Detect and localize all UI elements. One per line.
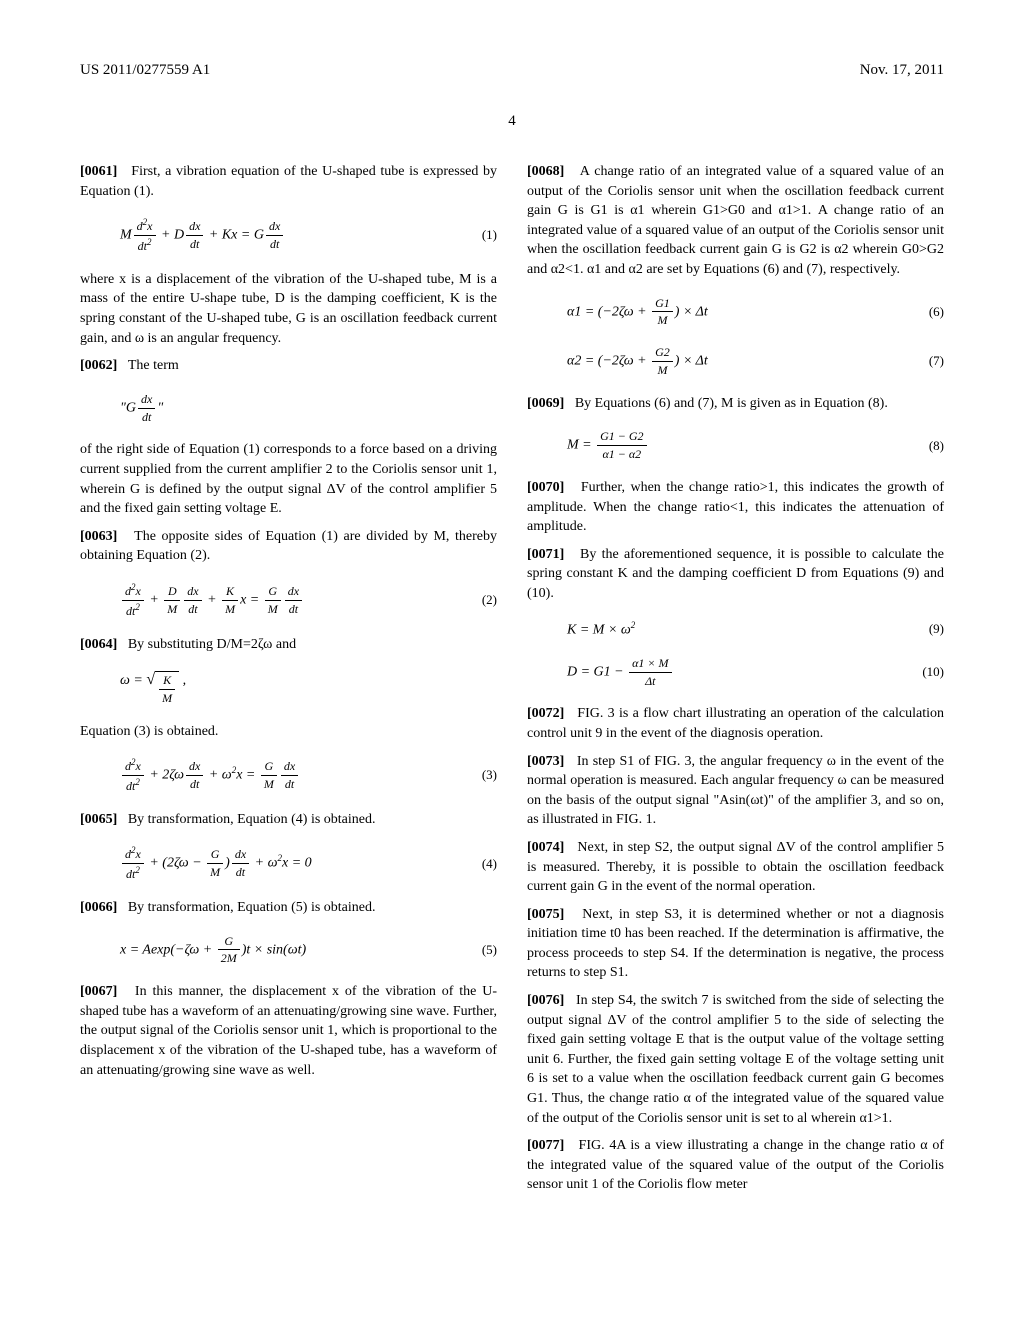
publication-date: Nov. 17, 2011: [860, 60, 944, 81]
equation-inline-gdxdt: "Gdxdt": [120, 391, 497, 426]
right-column: [0068] A change ratio of an integrated v…: [527, 162, 944, 1203]
equation-1: Md2xdt2 + Ddxdt + Kx = Gdxdt (1): [120, 216, 497, 255]
equation-4: d2xdt2 + (2ζω − GM)dxdt + ω2x = 0 (4): [120, 844, 497, 883]
paragraph-0068: [0068] A change ratio of an integrated v…: [527, 162, 944, 280]
paragraph-0070: [0070] Further, when the change ratio>1,…: [527, 478, 944, 537]
paragraph-0069: [0069] By Equations (6) and (7), M is gi…: [527, 394, 944, 414]
paragraph-0062: [0062] The term: [80, 356, 497, 376]
equation-9: K = M × ω2 (9): [567, 619, 944, 640]
paragraph-0072: [0072] FIG. 3 is a flow chart illustrati…: [527, 704, 944, 743]
left-column: [0061] First, a vibration equation of th…: [80, 162, 497, 1203]
equation-7: α2 = (−2ζω + G2M) × Δt (7): [567, 344, 944, 379]
equation-10: D = G1 − α1 × MΔt (10): [567, 655, 944, 690]
paragraph-0073: [0073] In step S1 of FIG. 3, the angular…: [527, 752, 944, 830]
paragraph-0075: [0075] Next, in step S3, it is determine…: [527, 905, 944, 983]
paragraph-0064: [0064] By substituting D/M=2ζω and: [80, 635, 497, 655]
paragraph-0063: [0063] The opposite sides of Equation (1…: [80, 527, 497, 566]
paragraph-0067: [0067] In this manner, the displacement …: [80, 982, 497, 1080]
paragraph-0066: [0066] By transformation, Equation (5) i…: [80, 898, 497, 918]
content-columns: [0061] First, a vibration equation of th…: [80, 162, 944, 1203]
patent-number: US 2011/0277559 A1: [80, 60, 210, 81]
paragraph-0074: [0074] Next, in step S2, the output sign…: [527, 838, 944, 897]
paragraph-0061: [0061] First, a vibration equation of th…: [80, 162, 497, 201]
equation-5: x = Aexp(−ζω + G2M)t × sin(ωt) (5): [120, 933, 497, 968]
equation-8: M = G1 − G2α1 − α2 (8): [567, 428, 944, 463]
equation-2: d2xdt2 + DMdxdt + KMx = GMdxdt (2): [120, 581, 497, 620]
equation-3: d2xdt2 + 2ζωdxdt + ω2x = GMdxdt (3): [120, 756, 497, 795]
paragraph-0061-after: where x is a displacement of the vibrati…: [80, 270, 497, 348]
page-number: 4: [80, 111, 944, 132]
paragraph-0077: [0077] FIG. 4A is a view illustrating a …: [527, 1136, 944, 1195]
paragraph-0062-after: of the right side of Equation (1) corres…: [80, 440, 497, 518]
paragraph-0071: [0071] By the aforementioned sequence, i…: [527, 545, 944, 604]
page-header: US 2011/0277559 A1 Nov. 17, 2011: [80, 60, 944, 81]
paragraph-0076: [0076] In step S4, the switch 7 is switc…: [527, 991, 944, 1128]
equation-inline-omega: ω = KM ,: [120, 669, 497, 707]
paragraph-0064-after: Equation (3) is obtained.: [80, 722, 497, 742]
equation-6: α1 = (−2ζω + G1M) × Δt (6): [567, 295, 944, 330]
paragraph-0065: [0065] By transformation, Equation (4) i…: [80, 810, 497, 830]
